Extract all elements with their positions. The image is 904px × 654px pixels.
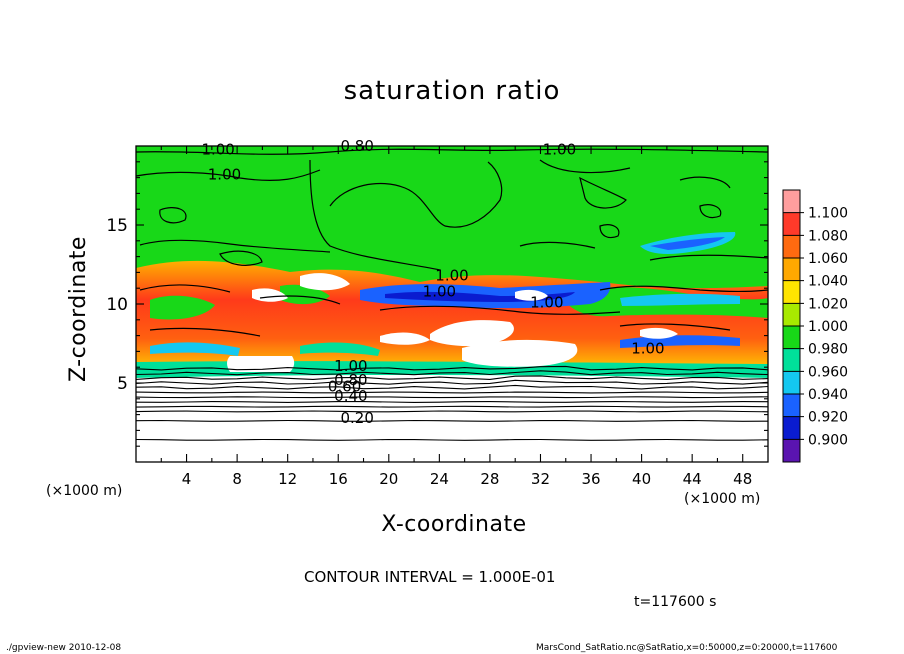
x-tick-label: 44 <box>683 470 702 488</box>
colorbar-swatch <box>783 190 800 214</box>
contour-line <box>136 375 768 380</box>
contour-line <box>136 410 768 413</box>
colorbar-label: 0.980 <box>808 342 848 358</box>
contour-line <box>136 384 768 390</box>
colorbar-label: 0.960 <box>808 364 848 380</box>
colorbar-swatch <box>783 348 800 372</box>
colorbar-swatch <box>783 235 800 259</box>
colorbar-swatch <box>783 280 800 304</box>
colorbar-label: 0.900 <box>808 432 848 448</box>
colorbar-label: 1.060 <box>808 251 848 267</box>
x-tick-label: 40 <box>632 470 651 488</box>
contour-label: 0.80 <box>340 137 373 155</box>
y-tick-label: 15 <box>106 216 128 236</box>
contour-line <box>136 396 768 399</box>
colorbar-label: 0.940 <box>808 387 848 403</box>
x-tick-label: 12 <box>278 470 297 488</box>
contour-line <box>136 370 768 376</box>
y-tick-label: 10 <box>106 295 128 315</box>
contour-line <box>136 405 768 408</box>
contour-label: 1.00 <box>208 166 241 184</box>
colorbar-swatch <box>783 258 800 282</box>
x-tick-label: 20 <box>379 470 398 488</box>
lower-contours <box>136 365 768 441</box>
contour-line <box>136 419 768 422</box>
chart-title: saturation ratio <box>343 76 561 106</box>
contour-label: 0.60 <box>328 377 361 395</box>
contour-label: 1.00 <box>543 140 576 158</box>
contour-label: 0.20 <box>340 409 373 427</box>
colorbar-swatch <box>783 303 800 327</box>
colorbar-label: 1.100 <box>808 206 848 222</box>
contour-label: 0.80 <box>334 371 367 389</box>
contour-line <box>136 365 768 371</box>
y-axis-label: Z-coordinate <box>66 236 91 382</box>
colorbar-label: 0.920 <box>808 410 848 426</box>
colorbar-swatch <box>783 212 800 236</box>
colorbar-swatch <box>783 371 800 395</box>
contour-interval: CONTOUR INTERVAL = 1.000E-01 <box>304 568 556 586</box>
x-tick-label: 4 <box>182 470 192 488</box>
contour-line <box>136 391 768 394</box>
x-axis-label: X-coordinate <box>381 512 527 537</box>
contour-label: 0.40 <box>334 387 367 405</box>
x-tick-label: 48 <box>733 470 752 488</box>
x-tick-label: 28 <box>480 470 499 488</box>
x-axis-unit-left: (×1000 m) <box>46 483 123 499</box>
contour-label: 1.00 <box>201 140 234 158</box>
contour-label: 1.00 <box>530 294 563 312</box>
footer-right: MarsCond_SatRatio.nc@SatRatio,x=0:50000,… <box>536 643 838 653</box>
x-axis-unit-right: (×1000 m) <box>684 491 761 507</box>
colorbar-label: 1.080 <box>808 228 848 244</box>
footer-left: ./gpview-new 2010-12-08 <box>6 643 122 653</box>
colorbar: 1.100 1.080 1.060 1.040 1.020 1.000 0.980 0.960… <box>782 189 848 463</box>
contour-label: 1.00 <box>631 339 664 357</box>
contour-label: 1.00 <box>423 283 456 301</box>
colorbar-label: 1.000 <box>808 319 848 335</box>
contour-line <box>136 379 768 385</box>
x-tick-label: 24 <box>430 470 449 488</box>
contour-label: 1.00 <box>334 357 367 375</box>
contour-label: 1.00 <box>435 267 468 285</box>
colorbar-label: 1.020 <box>808 296 848 312</box>
x-tick-label: 16 <box>329 470 348 488</box>
y-tick-label: 5 <box>117 374 128 394</box>
x-tick-label: 36 <box>581 470 600 488</box>
colorbar-label: 1.040 <box>808 274 848 290</box>
time-label: t=117600 s <box>634 594 717 610</box>
x-tick-label: 32 <box>531 470 550 488</box>
colorbar-swatch <box>783 326 800 350</box>
x-tick-label: 8 <box>232 470 242 488</box>
plot-field <box>136 146 768 462</box>
colorbar-swatch <box>783 416 800 440</box>
colorbar-swatch <box>783 394 800 418</box>
contour-line <box>136 438 768 441</box>
colorbar-swatch <box>783 439 800 463</box>
contour-line <box>136 401 768 403</box>
